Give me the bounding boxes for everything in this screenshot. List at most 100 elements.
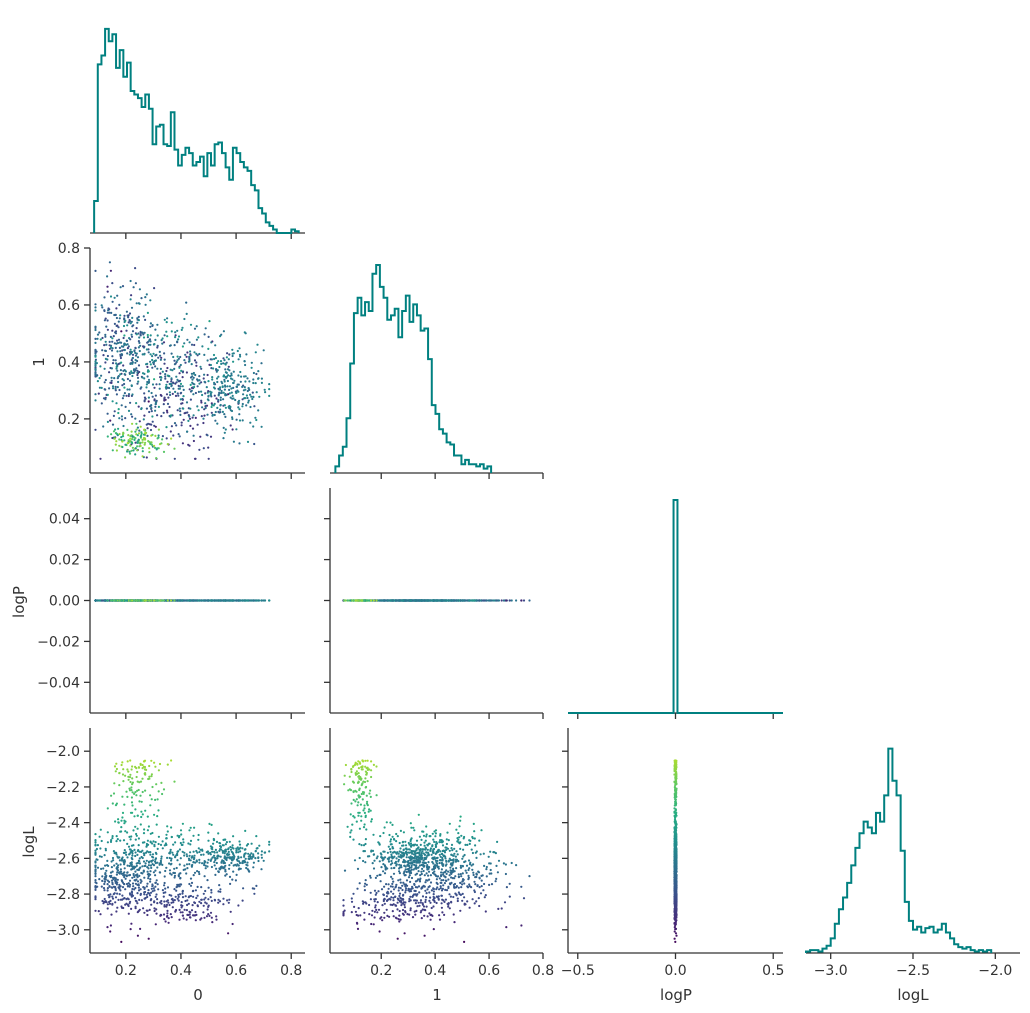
scatter-point [182,395,185,398]
scatter-point [115,449,118,452]
scatter-point [232,440,235,443]
scatter-point [173,867,176,870]
scatter-point [198,379,201,382]
scatter-point [260,856,263,859]
scatter-point [167,917,170,920]
scatter-point [130,370,133,373]
scatter-point [121,397,124,400]
scatter-point [252,853,255,856]
scatter-point [128,853,131,856]
scatter-point [236,389,239,392]
scatter-point [174,331,177,334]
scatter-point [212,837,215,841]
scatter-point [251,855,254,859]
scatter-point [179,413,182,416]
scatter-point [223,599,226,602]
scatter-point [218,884,221,887]
scatter-point [163,900,166,903]
scatter-point [161,840,164,843]
scatter-point [131,894,135,897]
scatter-point [113,877,116,880]
scatter-point [164,386,167,389]
scatter-point [106,926,109,929]
scatter-point [192,850,195,853]
panel-0-vs-logL [84,728,305,959]
scatter-point [189,323,193,326]
scatter-point [155,908,158,911]
scatter-point [131,777,134,780]
scatter-point [222,844,225,847]
scatter-point [134,825,137,828]
scatter-point [183,342,186,345]
scatter-point [238,413,241,416]
scatter-point [225,873,228,876]
scatter-point [116,386,119,389]
scatter-point [210,823,213,827]
scatter-point [222,437,225,440]
scatter-point [522,599,526,602]
scatter-point [510,599,513,602]
scatter-point [130,294,133,297]
scatter-point [173,874,177,877]
scatter-point [260,425,263,428]
scatter-point [127,345,130,348]
scatter-point [94,872,97,876]
scatter-point [156,883,159,886]
scatter-point [110,839,113,842]
scatter-point [136,789,139,792]
scatter-point [145,407,148,410]
scatter-point [188,358,191,361]
scatter-point [426,599,429,602]
scatter-point [123,392,126,395]
scatter-point [192,371,195,375]
scatter-point [171,906,174,909]
scatter-point [180,901,183,904]
scatter-point [200,381,203,384]
scatter-point [128,388,131,391]
scatter-point [106,887,109,890]
scatter-point [159,378,162,382]
scatter-point [179,599,182,602]
scatter-point [94,898,97,901]
scatter-point [101,879,104,883]
scatter-point [249,857,252,860]
scatter-point [95,350,98,353]
scatter-point [185,301,188,304]
scatter-point [122,424,125,428]
scatter-point [182,388,185,391]
scatter-point [108,885,111,888]
scatter-point [442,599,445,602]
scatter-point [110,376,113,379]
scatter-point [210,411,213,414]
scatter-point [229,377,233,380]
scatter-point [154,857,158,860]
scatter-point [131,854,134,857]
scatter-point [155,879,158,882]
scatter-point [122,324,126,328]
scatter-point [204,889,207,893]
scatter-point [147,400,150,403]
scatter-point [207,898,210,901]
scatter-point [246,396,249,400]
scatter-point [268,394,271,397]
scatter-point [136,880,140,883]
scatter-point [131,361,134,364]
scatter-point [204,402,207,405]
scatter-point [123,382,126,386]
scatter-point [159,354,162,357]
scatter-point [178,908,181,912]
scatter-point [147,390,150,393]
scatter-point [250,842,253,845]
scatter-point [133,438,136,441]
scatter-point [232,397,235,400]
scatter-point [528,599,531,602]
scatter-point [162,895,165,898]
scatter-point [268,388,271,391]
scatter-point [123,334,126,337]
scatter-point [210,891,213,894]
scatter-point [198,375,201,378]
scatter-point [153,378,156,381]
scatter-point [505,599,508,602]
scatter-point [170,377,173,380]
scatter-point [123,373,126,376]
